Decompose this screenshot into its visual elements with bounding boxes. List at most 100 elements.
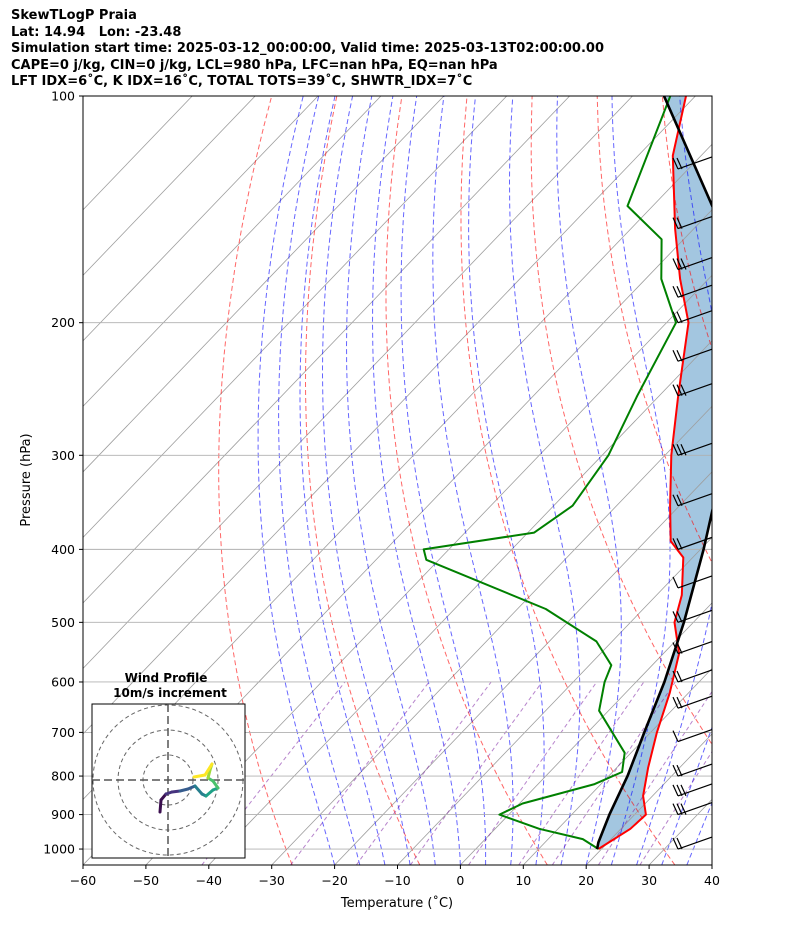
y-tick-label: 800 <box>51 769 75 784</box>
wind-barb <box>672 802 713 816</box>
barb-flag <box>676 837 683 850</box>
wind-barbs <box>672 156 713 850</box>
barb-flag <box>672 784 679 797</box>
moist-adiabat <box>610 96 671 865</box>
barb-flag <box>676 642 683 654</box>
location-line: Lat: 14.94 Lon: -23.48 <box>11 24 182 40</box>
barb-flag <box>672 803 679 815</box>
x-tick-label: −10 <box>384 873 410 888</box>
barb-staff <box>677 383 713 397</box>
wind-barb <box>672 640 713 655</box>
wind-barb <box>672 695 713 709</box>
inset-subtitle: 10m/s increment <box>113 686 227 700</box>
profile-lines <box>422 96 712 850</box>
y-tick-label: 500 <box>51 615 75 630</box>
isotherm-line <box>83 96 633 670</box>
barb-flag <box>672 611 679 623</box>
barb-staff <box>677 609 713 623</box>
moist-adiabat <box>661 725 712 865</box>
y-tick-label: 400 <box>51 542 75 557</box>
barb-flag <box>676 444 683 456</box>
barb-flag <box>676 384 683 396</box>
isotherm-line <box>460 602 712 865</box>
x-tick-label: −40 <box>196 873 222 888</box>
hodograph-segment <box>204 788 215 798</box>
moist-adiabat <box>508 96 581 865</box>
y-tick-label: 300 <box>51 448 75 463</box>
wind-barb <box>672 729 713 743</box>
barb-staff <box>677 640 713 655</box>
parcel-line <box>595 96 712 850</box>
barb-flag <box>672 217 679 229</box>
wind-barb <box>672 536 713 550</box>
barb-flag <box>676 349 683 362</box>
barb-flag <box>676 696 683 709</box>
chart-title: SkewTLogP Praia <box>11 8 137 23</box>
y-tick-label: 900 <box>51 807 75 822</box>
barb-flag <box>672 730 679 742</box>
isotherm-line <box>271 405 712 865</box>
isotherm-line <box>83 96 319 342</box>
y-tick-label: 700 <box>51 725 75 740</box>
isotherm-line <box>711 864 712 865</box>
barb-staff <box>677 493 713 507</box>
moist-adiabat <box>468 96 545 865</box>
x-tick-label: −20 <box>321 873 347 888</box>
dry-adiabat <box>385 96 548 865</box>
barb-flag <box>676 764 683 777</box>
barb-flag <box>680 803 687 815</box>
moist-adiabat <box>299 96 386 865</box>
moist-adiabat <box>556 96 622 865</box>
barb-flag <box>680 384 687 396</box>
cape-line: CAPE=0 j/kg, CIN=0 j/kg, LCL=980 hPa, LF… <box>11 57 498 73</box>
barb-flag <box>680 444 687 456</box>
y-tick-label: 600 <box>51 674 75 689</box>
wind-barb <box>672 310 713 324</box>
barb-flag <box>676 217 683 229</box>
wind-profile-inset: Wind Profile 10m/s increment <box>91 671 246 859</box>
barb-flag <box>672 538 679 550</box>
barb-flag <box>672 285 679 298</box>
cape-shade <box>597 96 712 849</box>
barb-flag <box>672 444 679 456</box>
wind-barb <box>672 156 713 170</box>
barb-flag <box>672 696 679 709</box>
x-tick-label: 20 <box>578 873 594 888</box>
barb-flag <box>672 258 679 270</box>
moist-adiabat <box>345 96 436 865</box>
x-tick-label: −60 <box>70 873 96 888</box>
mixing-ratio-line <box>639 750 712 865</box>
isotherm-line <box>145 274 712 865</box>
dry-adiabat <box>728 96 794 865</box>
chart-header: SkewTLogP Praia Lat: 14.94 Lon: -23.48 S… <box>11 8 604 91</box>
x-tick-label: 0 <box>456 873 464 888</box>
dry-adiabat <box>218 96 293 865</box>
barb-flag <box>676 803 683 815</box>
barb-flag <box>672 157 679 170</box>
isotherm-line <box>208 340 712 865</box>
isotherm-line <box>334 471 712 865</box>
barb-staff <box>677 284 713 298</box>
barb-staff <box>677 783 713 797</box>
wind-barb <box>672 493 713 507</box>
barb-flag <box>672 837 679 850</box>
cape-shade-layer <box>597 96 712 849</box>
wind-barb <box>672 609 713 623</box>
wind-barb <box>672 284 713 298</box>
barb-staff <box>677 256 713 271</box>
isotherm-line <box>83 96 382 407</box>
moist-adiabat <box>257 96 336 865</box>
isotherm-line <box>83 96 256 276</box>
moist-adiabat <box>371 96 461 865</box>
barb-staff <box>677 729 713 743</box>
barb-staff <box>677 536 713 550</box>
wind-barb <box>672 669 713 683</box>
dewpoint-line <box>422 96 677 850</box>
barb-staff <box>677 348 713 362</box>
mixing-ratio-line <box>551 681 676 865</box>
barb-staff <box>677 442 713 456</box>
barb-flag <box>676 494 683 506</box>
barb-flag <box>676 285 683 298</box>
inset-title: Wind Profile <box>125 671 208 685</box>
dry-adiabat <box>530 96 712 746</box>
